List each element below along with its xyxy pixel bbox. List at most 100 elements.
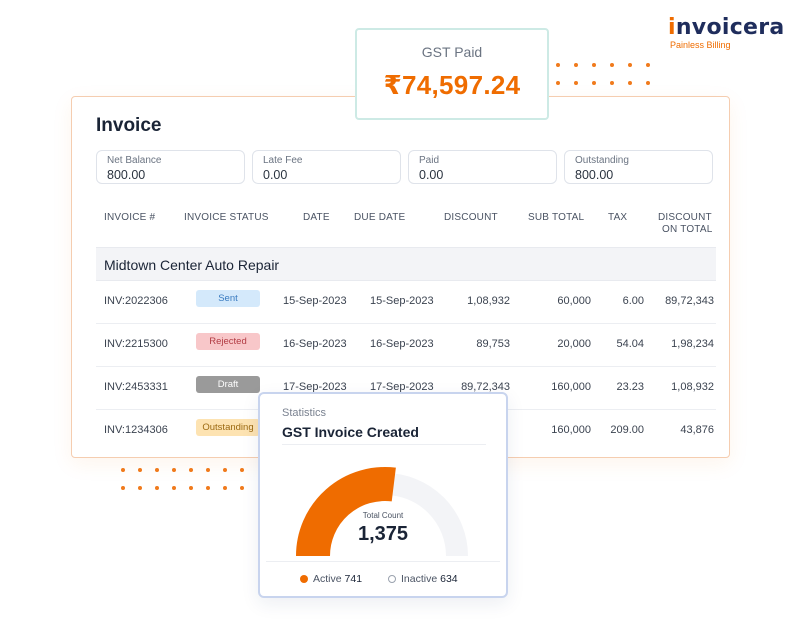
tax: 6.00 <box>622 295 644 307</box>
discount-on-total: 1,08,932 <box>671 381 714 393</box>
gst-paid-value: ₹74,597.24 <box>383 70 521 100</box>
active-dot-icon <box>300 575 308 583</box>
decorative-dot <box>646 63 650 67</box>
divider <box>282 444 486 445</box>
divider <box>266 561 500 562</box>
brand-tagline: Painless Billing <box>670 40 731 50</box>
decorative-dot <box>240 468 244 472</box>
sub-total: 160,000 <box>551 424 591 436</box>
invoice-number[interactable]: INV:2215300 <box>104 338 168 350</box>
paid-box: Paid 0.00 <box>408 150 557 184</box>
summary-value: 800.00 <box>575 168 614 182</box>
summary-label: Paid <box>419 155 440 166</box>
due-date: 15-Sep-2023 <box>370 295 434 307</box>
legend-inactive-label: Inactive <box>401 573 438 585</box>
gst-invoice-gauge <box>296 467 468 557</box>
discount: 1,08,932 <box>467 295 510 307</box>
table-row[interactable]: INV:2215300 Rejected 16-Sep-2023 16-Sep-… <box>96 324 716 367</box>
legend-inactive-value: 634 <box>440 573 458 585</box>
decorative-dot <box>121 468 125 472</box>
decorative-dot <box>646 81 650 85</box>
invoice-title: Invoice <box>96 115 162 136</box>
column-header-discount[interactable]: DISCOUNT <box>444 212 498 223</box>
column-header-invoice[interactable]: INVOICE # <box>104 212 156 223</box>
decorative-dot <box>628 63 632 67</box>
net-balance-box: Net Balance 800.00 <box>96 150 245 184</box>
table-header: INVOICE # INVOICE STATUS DATE DUE DATE D… <box>96 210 716 250</box>
decorative-dot <box>592 81 596 85</box>
tax: 23.23 <box>616 381 644 393</box>
column-header-date[interactable]: DATE <box>303 212 330 223</box>
legend-inactive: Inactive 634 <box>388 573 458 585</box>
column-header-sub-total[interactable]: SUB TOTAL <box>528 212 585 223</box>
sub-total: 20,000 <box>557 338 591 350</box>
summary-value: 800.00 <box>107 168 146 182</box>
invoice-number[interactable]: INV:1234306 <box>104 424 168 436</box>
decorative-dot <box>172 468 176 472</box>
gst-paid-card: GST Paid ₹74,597.24 <box>355 28 549 120</box>
legend-active-label: Active <box>313 573 342 585</box>
legend-active: Active 741 <box>300 573 362 585</box>
decorative-dot <box>610 81 614 85</box>
column-header-tax[interactable]: TAX <box>608 212 628 223</box>
status-badge: Rejected <box>196 333 260 350</box>
invoice-date: 16-Sep-2023 <box>283 338 347 350</box>
customer-group-row[interactable]: Midtown Center Auto Repair <box>96 247 716 281</box>
table-row[interactable]: INV:2453331 Draft 17-Sep-2023 17-Sep-202… <box>96 367 716 410</box>
inactive-dot-icon <box>388 575 396 583</box>
column-header-due-date[interactable]: DUE DATE <box>354 212 406 223</box>
decorative-dots-top <box>556 63 650 85</box>
total-count-label: Total Count <box>362 511 404 520</box>
decorative-dot <box>138 468 142 472</box>
decorative-dot <box>121 486 125 490</box>
decorative-dot <box>610 63 614 67</box>
decorative-dot <box>172 486 176 490</box>
status-badge: Sent <box>196 290 260 307</box>
summary-value: 0.00 <box>263 168 288 182</box>
statistics-card: Statistics GST Invoice Created Total Cou… <box>258 392 508 598</box>
decorative-dot <box>574 63 578 67</box>
brand-name: invoicera <box>668 15 785 40</box>
decorative-dot <box>223 468 227 472</box>
gst-paid-label: GST Paid <box>421 44 483 60</box>
gauge-active-arc <box>296 467 396 557</box>
decorative-dot <box>189 486 193 490</box>
decorative-dots-bottom <box>121 468 244 490</box>
customer-name: Midtown Center Auto Repair <box>104 257 280 273</box>
decorative-dot <box>556 63 560 67</box>
late-fee-box: Late Fee 0.00 <box>252 150 401 184</box>
outstanding-box: Outstanding 800.00 <box>564 150 713 184</box>
summary-label: Outstanding <box>575 155 629 166</box>
decorative-dot <box>155 468 159 472</box>
statistics-title: GST Invoice Created <box>282 424 419 440</box>
table-row[interactable]: INV:1234306 Outstanding 160,000 209.00 4… <box>96 410 716 453</box>
column-header-discount-on-total[interactable]: DISCOUNT <box>658 212 712 223</box>
decorative-dot <box>240 486 244 490</box>
invoice-date: 17-Sep-2023 <box>283 381 347 393</box>
discount-on-total: 1,98,234 <box>671 338 714 350</box>
decorative-dot <box>138 486 142 490</box>
table-row[interactable]: INV:2022306 Sent 15-Sep-2023 15-Sep-2023… <box>96 281 716 324</box>
summary-label: Net Balance <box>107 155 162 166</box>
invoice-number[interactable]: INV:2022306 <box>104 295 168 307</box>
decorative-dot <box>206 486 210 490</box>
total-count-value: 1,375 <box>357 523 409 545</box>
summary-value: 0.00 <box>419 168 444 182</box>
discount-on-total: 89,72,343 <box>665 295 714 307</box>
decorative-dot <box>556 81 560 85</box>
sub-total: 160,000 <box>551 381 591 393</box>
legend-active-value: 741 <box>344 573 363 585</box>
invoice-number[interactable]: INV:2453331 <box>104 381 168 393</box>
discount: 89,753 <box>476 338 510 350</box>
sub-total: 60,000 <box>557 295 591 307</box>
decorative-dot <box>574 81 578 85</box>
decorative-dot <box>206 468 210 472</box>
column-header-status[interactable]: INVOICE STATUS <box>184 212 269 223</box>
brand-logo: invoicera Painless Billing <box>668 15 790 51</box>
due-date: 16-Sep-2023 <box>370 338 434 350</box>
tax: 209.00 <box>610 424 644 436</box>
due-date: 17-Sep-2023 <box>370 381 434 393</box>
decorative-dot <box>223 486 227 490</box>
status-badge: Draft <box>196 376 260 393</box>
column-header-discount-on-total-line2: ON TOTAL <box>662 224 713 235</box>
